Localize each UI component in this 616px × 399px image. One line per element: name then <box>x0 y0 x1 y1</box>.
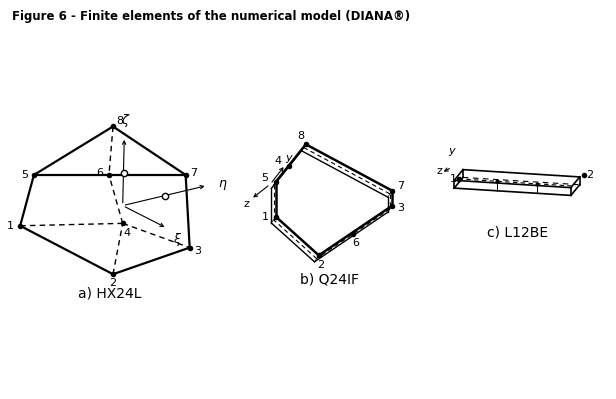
Text: 8: 8 <box>116 116 123 126</box>
Text: 5: 5 <box>261 173 269 183</box>
Text: 2: 2 <box>317 260 325 270</box>
Text: $\zeta$: $\zeta$ <box>121 112 131 129</box>
Text: 1: 1 <box>450 174 457 184</box>
Text: 3: 3 <box>194 246 201 256</box>
Text: 2: 2 <box>586 170 593 180</box>
Text: z: z <box>243 199 249 209</box>
Text: $\xi$: $\xi$ <box>172 231 182 249</box>
Text: y: y <box>285 153 292 163</box>
Text: 4: 4 <box>274 156 282 166</box>
Text: $\eta$: $\eta$ <box>218 178 227 192</box>
Text: Figure 6 - Finite elements of the numerical model (DIANA®): Figure 6 - Finite elements of the numeri… <box>12 10 410 23</box>
Text: c) L12BE: c) L12BE <box>487 225 548 239</box>
Text: 7: 7 <box>190 168 197 178</box>
Text: 6: 6 <box>352 239 359 249</box>
Text: y: y <box>448 146 455 156</box>
Text: 6: 6 <box>95 168 103 178</box>
Text: 8: 8 <box>297 131 304 141</box>
Text: 7: 7 <box>397 182 404 192</box>
Text: 4: 4 <box>123 228 131 238</box>
Text: 3: 3 <box>397 203 404 213</box>
Text: 1: 1 <box>7 221 14 231</box>
Text: b) Q24IF: b) Q24IF <box>300 272 359 286</box>
Text: 5: 5 <box>21 170 28 180</box>
Text: 1: 1 <box>261 211 269 221</box>
Text: z: z <box>436 166 442 176</box>
Text: a) HX24L: a) HX24L <box>78 286 142 300</box>
Text: 2: 2 <box>110 278 116 288</box>
